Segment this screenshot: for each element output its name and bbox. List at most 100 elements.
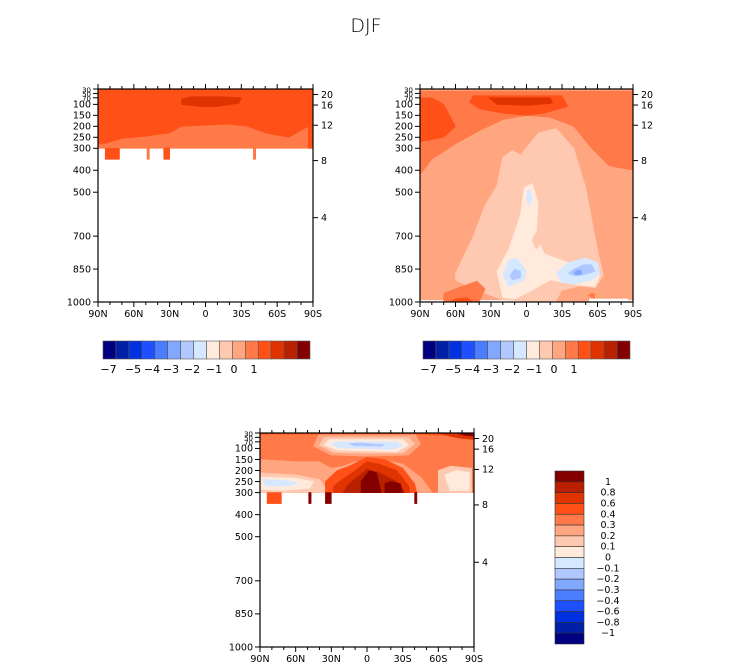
colorbar-swatch [128,340,143,360]
y-tick-label: 150 [395,111,413,122]
figure-title: DJF [350,15,381,37]
contour-region [146,148,150,160]
y-tick-label: 300 [73,144,91,155]
colorbar-label: −0.1 [596,563,619,574]
colorbar: −7 −5 −4 −3 −2 −1 0 1 [420,340,631,376]
colorbar-swatch [102,340,117,360]
chart-panel-panel-mmlnd8: 90N 60N 30N 0 30S 60S 90S305070100150200250300… [67,84,333,376]
x-tick-label: 30N [481,309,500,320]
colorbar-label: −3 [483,363,499,376]
contour-region [384,481,404,493]
y-tick-label: 1000 [67,297,91,308]
y-tick-label: 1000 [229,642,253,653]
y-tick-label: 500 [395,188,413,199]
contour-region [443,470,470,491]
colorbar-swatch [257,340,272,360]
x-tick-label: 0 [523,309,529,320]
colorbar-swatch [283,340,298,360]
colorbar: 10.80.60.40.30.20.10−0.1−0.2−0.3−0.4−0.6… [554,470,620,645]
colorbar-label: −1 [206,363,222,376]
y-tick-label: 150 [235,455,253,466]
y2-tick-label: 8 [482,500,488,511]
y2-tick-label: 4 [321,213,327,224]
y2-tick-label: 20 [482,434,494,445]
x-tick-label: 30S [394,654,412,665]
y-tick-label: 200 [73,122,91,133]
colorbar-label: −7 [100,363,116,376]
contour-fill-group [420,89,633,302]
colorbar-label: 0 [551,363,558,376]
contour-fill-group [260,433,474,504]
colorbar-swatch [219,340,233,360]
contour-region [449,297,474,302]
colorbar-label: −3 [163,363,179,376]
colorbar-label: 0 [231,363,238,376]
colorbar-swatch [526,340,540,360]
colorbar-swatch [554,568,585,580]
y-tick-label: 850 [73,264,91,275]
colorbar-swatch [565,340,579,360]
y-tick-label: 850 [235,609,253,620]
colorbar-swatch [180,340,194,360]
colorbar-label: −0.4 [596,596,619,607]
x-tick-label: 0 [202,309,208,320]
y-tick-label: 500 [73,188,91,199]
y-tick-label: 70 [244,439,253,447]
y-tick-label: 1000 [389,297,413,308]
colorbar-swatch [554,535,585,547]
colorbar-swatch [616,340,631,360]
x-tick-label: 60N [124,309,143,320]
y-tick-label: 500 [235,532,253,543]
colorbar-swatch [422,340,437,360]
y-tick-label: 400 [73,166,91,177]
y-tick-label: 300 [395,144,413,155]
colorbar-label: 0.6 [600,498,615,509]
y2-tick-label: 16 [641,100,653,111]
y-tick-label: 400 [395,166,413,177]
y-tick-label: 700 [73,231,91,242]
y-tick-label: 50 [244,435,253,443]
colorbar-swatch [474,340,488,360]
contour-region [253,148,256,160]
colorbar-label: −1 [526,363,542,376]
x-tick-label: 90S [624,309,642,320]
colorbar-label: −5 [125,363,141,376]
y-tick-label: 70 [82,95,91,103]
colorbar-swatch [232,340,246,360]
y-tick-label: 70 [404,95,413,103]
x-tick-label: 60S [429,654,447,665]
contour-region [532,233,542,250]
x-tick-label: 30N [160,309,179,320]
contour-region [488,97,553,106]
colorbar-label: 0.2 [600,531,615,542]
y2-tick-label: 16 [482,444,494,455]
y-tick-label: 200 [235,466,253,477]
missing-data-region [589,298,629,302]
y2-tick-label: 4 [641,213,647,224]
colorbar-label: 1 [251,363,258,376]
colorbar-label: −0.3 [596,585,619,596]
y-tick-label: 100 [235,444,253,455]
x-tick-label: 90N [88,309,107,320]
colorbar-swatch [270,340,285,360]
x-tick-label: 60N [446,309,465,320]
y-tick-label: 200 [395,122,413,133]
colorbar-swatch [167,340,181,360]
colorbar-label: 0.1 [600,542,615,553]
colorbar-swatch [539,340,553,360]
y2-tick-label: 4 [482,558,488,569]
colorbar-swatch [554,524,585,537]
contour-region [443,280,486,302]
colorbar-label: −0.2 [596,574,619,585]
contour-region [181,96,242,107]
y-tick-label: 30 [244,430,253,438]
y-tick-label: 700 [395,231,413,242]
y-tick-label: 100 [395,100,413,111]
x-tick-label: 90N [410,309,429,320]
colorbar-swatch [552,340,566,360]
chart-panel-panel-diff: 90N 60N 30N 0 30S 60S 90S305070100150200250300… [229,428,620,665]
colorbar-swatch [554,578,585,591]
colorbar: −7 −5 −4 −3 −2 −1 0 1 [100,340,311,376]
colorbar-label: 0 [605,553,611,564]
colorbar-label: −5 [445,363,461,376]
